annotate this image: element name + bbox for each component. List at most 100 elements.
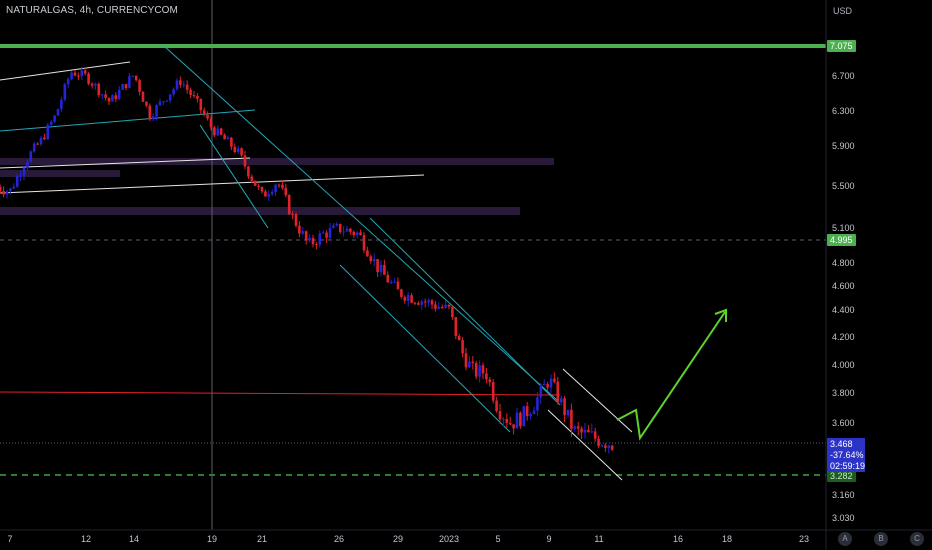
candle-body	[610, 445, 614, 450]
y-tick-label: 4.200	[832, 332, 855, 342]
candle-body	[607, 445, 611, 448]
candle-body	[77, 75, 80, 77]
x-tick-label: 12	[81, 534, 91, 544]
candle-body	[12, 186, 16, 189]
candle-body	[393, 281, 396, 283]
channel-line-a[interactable]	[0, 109, 256, 132]
candle-body	[522, 406, 526, 427]
channel-line-c[interactable]	[199, 124, 269, 229]
candle-body	[97, 83, 101, 96]
candle-body	[386, 274, 390, 283]
white-trendline-3[interactable]	[0, 174, 425, 194]
candle-body	[83, 70, 87, 74]
candle-body	[43, 137, 46, 140]
candle-body	[563, 398, 566, 416]
x-axis[interactable]: 7 12 14 19 21 26 29 2023 5 9 11 16 18 23	[7, 534, 809, 544]
white-trendline-1[interactable]	[0, 61, 131, 81]
candle-body	[488, 379, 492, 383]
y-tick-label: 5.900	[832, 141, 855, 151]
x-tick-label: 21	[257, 534, 267, 544]
candle-body	[247, 166, 250, 177]
candle-body	[542, 384, 546, 386]
candle-body	[549, 378, 553, 388]
auto-scale-button[interactable]: A	[838, 532, 852, 546]
x-tick-label: 14	[129, 534, 139, 544]
projection-arrow[interactable]	[616, 311, 726, 441]
candle-body	[148, 105, 152, 120]
candle-body	[0, 186, 2, 192]
x-tick-label: 29	[393, 534, 403, 544]
candle-body	[566, 409, 570, 416]
candle-body	[498, 411, 502, 420]
candle-body	[274, 184, 277, 193]
candle-body	[284, 187, 288, 196]
candle-body	[267, 194, 271, 197]
candle-body	[369, 256, 373, 262]
candle-body	[141, 91, 145, 102]
candle-body	[162, 101, 165, 103]
candle-body	[15, 176, 19, 187]
candle-body	[9, 188, 12, 192]
settings-button[interactable]: C	[910, 532, 924, 546]
price-tag-mid: 4.995	[827, 234, 856, 246]
candle-body	[158, 101, 162, 106]
candle-body	[525, 406, 529, 417]
wedge-line-top[interactable]	[562, 368, 633, 433]
candle-body	[206, 114, 209, 119]
candle-body	[345, 228, 349, 232]
candle-body	[485, 373, 488, 380]
channel-line-d[interactable]	[369, 217, 561, 406]
candle-body	[182, 84, 186, 86]
candle-body	[325, 232, 328, 238]
candle-body	[417, 303, 420, 305]
wedge-line-bottom[interactable]	[547, 409, 623, 481]
candle-body	[573, 426, 577, 429]
x-tick-label: 2023	[439, 534, 459, 544]
candle-body	[145, 101, 148, 106]
x-tick-label: 5	[495, 534, 500, 544]
white-trendline-2[interactable]	[0, 157, 251, 169]
y-tick-label: 4.000	[832, 360, 855, 370]
x-tick-label: 11	[594, 534, 603, 544]
zone-middle	[0, 170, 120, 177]
candle-body	[294, 214, 298, 226]
candle-body	[291, 214, 294, 216]
log-scale-button[interactable]: B	[874, 532, 888, 546]
candle-body	[410, 295, 413, 303]
candles[interactable]	[0, 66, 614, 454]
x-tick-label: 26	[334, 534, 344, 544]
candle-body	[73, 72, 77, 76]
y-tick-label: 6.300	[832, 106, 855, 116]
candle-body	[430, 300, 434, 305]
candle-body	[519, 412, 522, 427]
candle-body	[359, 232, 362, 236]
symbol-title[interactable]: NATURALGAS, 4h, CURRENCYCOM	[6, 5, 178, 16]
channel-line-b[interactable]	[163, 45, 558, 401]
candle-body	[277, 184, 281, 186]
red-resistance-line[interactable]	[0, 391, 561, 396]
zone-lower	[0, 207, 520, 215]
candle-body	[389, 281, 393, 283]
candle-body	[233, 146, 237, 153]
candle-body	[372, 259, 376, 262]
current-change: -37.64%	[830, 450, 864, 460]
candle-body	[587, 429, 590, 433]
candle-body	[556, 381, 560, 403]
candle-body	[107, 97, 111, 102]
candle-body	[39, 137, 43, 145]
candle-body	[362, 235, 366, 251]
y-axis[interactable]: 6.700 6.300 5.900 5.500 5.100 4.800 4.600 4.400…	[832, 71, 855, 523]
candle-body	[213, 127, 216, 136]
y-tick-label: 4.800	[832, 258, 855, 268]
candle-body	[332, 225, 335, 228]
candle-body	[444, 304, 447, 308]
candle-body	[355, 232, 359, 236]
candle-body	[478, 365, 481, 377]
y-tick-label: 3.160	[832, 490, 855, 500]
zone-upper	[0, 158, 554, 165]
channel-line-e[interactable]	[339, 264, 511, 433]
x-tick-label: 23	[799, 534, 809, 544]
candle-body	[427, 300, 430, 303]
candle-body	[546, 384, 549, 388]
